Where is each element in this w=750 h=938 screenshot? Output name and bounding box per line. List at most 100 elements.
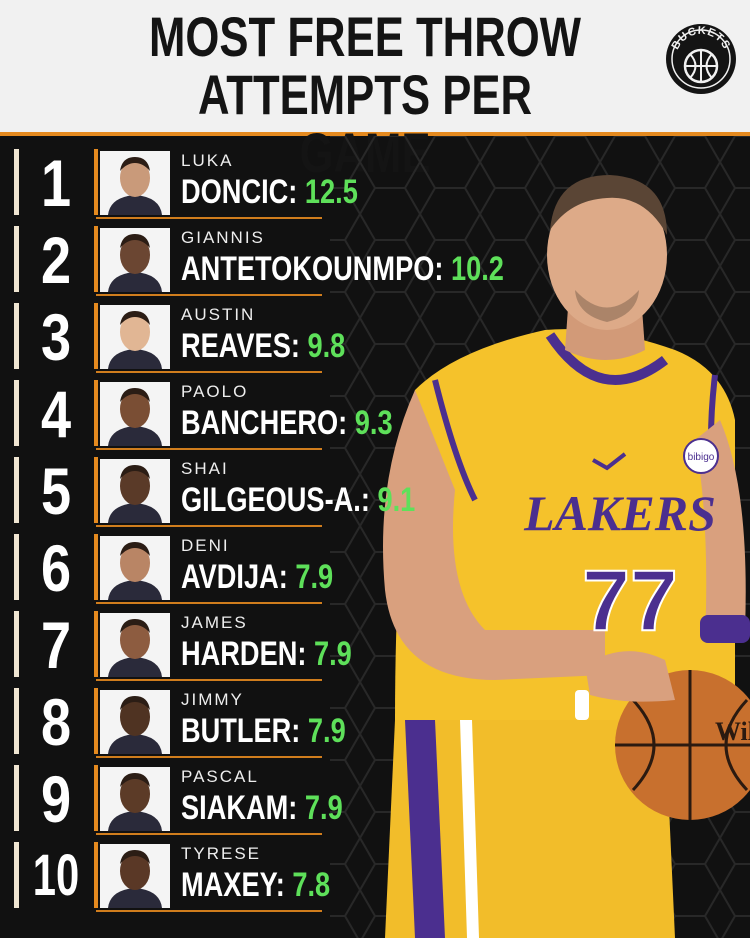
player-last-name-value: REAVES: 9.8	[181, 326, 345, 366]
leaderboard-row: 6 DENI AVDIJA: 7.9	[0, 530, 340, 606]
leaderboard-row: 10 TYRESE MAXEY: 7.8	[0, 838, 340, 914]
row-underline	[96, 217, 322, 219]
row-divider-bar	[94, 457, 98, 523]
rank-number: 3	[40, 300, 72, 374]
row-underline	[96, 679, 322, 681]
player-last-name-value: DONCIC: 12.5	[181, 172, 358, 212]
player-last-name-value: BUTLER: 7.9	[181, 711, 346, 751]
player-headshot	[100, 536, 170, 600]
player-first-name: GIANNIS	[181, 228, 265, 247]
player-headshot	[100, 844, 170, 908]
player-first-name: JIMMY	[181, 690, 244, 709]
row-underline	[96, 294, 322, 296]
player-first-name: PASCAL	[181, 767, 259, 786]
player-last-name-value: SIAKAM: 7.9	[181, 788, 343, 828]
player-last-name: BANCHERO:	[181, 404, 348, 442]
row-accent-bar	[14, 457, 19, 523]
player-last-name-value: ANTETOKOUNMPO: 10.2	[181, 249, 504, 289]
player-headshot	[100, 690, 170, 754]
player-headshot	[100, 767, 170, 831]
jersey-number-text: 77	[582, 553, 678, 649]
leaderboard-row: 9 PASCAL SIAKAM: 7.9	[0, 761, 343, 837]
ball-brand-text: Wil	[715, 717, 750, 746]
fta-value: 7.9	[313, 635, 352, 673]
player-headshot	[100, 305, 170, 369]
player-last-name: SIAKAM:	[181, 789, 298, 827]
rank-number: 10	[32, 843, 80, 908]
player-first-name: PAOLO	[181, 382, 249, 401]
row-accent-bar	[14, 611, 19, 677]
player-headshot	[100, 382, 170, 446]
player-last-name-value: HARDEN: 7.9	[181, 634, 352, 674]
player-last-name: AVDIJA:	[181, 558, 288, 596]
player-last-name: ANTETOKOUNMPO:	[181, 250, 444, 288]
rank-number: 8	[40, 685, 72, 759]
leaderboard-row: 7 JAMES HARDEN: 7.9	[0, 607, 352, 683]
fta-value: 7.9	[304, 789, 343, 827]
player-last-name-value: AVDIJA: 7.9	[181, 557, 333, 597]
fta-value: 12.5	[304, 173, 358, 211]
row-accent-bar	[14, 303, 19, 369]
row-divider-bar	[94, 534, 98, 600]
fta-value: 7.9	[307, 712, 346, 750]
leaderboard-row: 1 LUKA DONCIC: 12.5	[0, 145, 358, 221]
rank-number: 2	[40, 223, 72, 297]
buckets-logo: BUCKETS	[666, 24, 736, 94]
player-first-name: DENI	[181, 536, 230, 555]
row-underline	[96, 833, 322, 835]
rank-number: 4	[40, 377, 72, 451]
row-accent-bar	[14, 149, 19, 215]
player-headshot	[100, 613, 170, 677]
page-title: MOST FREE THROW ATTEMPTS PER GAME	[127, 8, 603, 182]
row-divider-bar	[94, 765, 98, 831]
row-underline	[96, 910, 322, 912]
fta-value: 7.8	[292, 866, 331, 904]
row-divider-bar	[94, 149, 98, 215]
leaderboard-row: 2 GIANNIS ANTETOKOUNMPO: 10.2	[0, 222, 504, 298]
row-accent-bar	[14, 842, 19, 908]
player-first-name: SHAI	[181, 459, 229, 478]
row-accent-bar	[14, 765, 19, 831]
player-last-name: BUTLER:	[181, 712, 301, 750]
player-headshot	[100, 459, 170, 523]
row-divider-bar	[94, 380, 98, 446]
player-last-name: DONCIC:	[181, 173, 298, 211]
row-accent-bar	[14, 380, 19, 446]
fta-value: 9.3	[354, 404, 393, 442]
row-underline	[96, 448, 322, 450]
row-accent-bar	[14, 226, 19, 292]
rank-number: 7	[40, 608, 72, 682]
rank-number: 6	[40, 531, 72, 605]
fta-value: 7.9	[295, 558, 334, 596]
row-divider-bar	[94, 611, 98, 677]
fta-value: 9.8	[307, 327, 346, 365]
player-first-name: LUKA	[181, 151, 234, 170]
row-accent-bar	[14, 688, 19, 754]
player-first-name: TYRESE	[181, 844, 262, 863]
jersey-team-text: LAKERS	[523, 485, 716, 541]
leaderboard-row: 4 PAOLO BANCHERO: 9.3	[0, 376, 393, 452]
row-divider-bar	[94, 226, 98, 292]
fta-value: 10.2	[450, 250, 504, 288]
rank-number: 1	[40, 146, 72, 220]
player-last-name: REAVES:	[181, 327, 300, 365]
player-last-name-value: BANCHERO: 9.3	[181, 403, 393, 443]
title-line-1: MOST FREE THROW	[149, 5, 581, 68]
player-first-name: AUSTIN	[181, 305, 256, 324]
player-last-name: HARDEN:	[181, 635, 307, 673]
player-first-name: JAMES	[181, 613, 248, 632]
player-last-name: MAXEY:	[181, 866, 285, 904]
row-divider-bar	[94, 303, 98, 369]
row-divider-bar	[94, 688, 98, 754]
player-headshot	[100, 151, 170, 215]
row-underline	[96, 602, 322, 604]
player-headshot	[100, 228, 170, 292]
player-last-name: GILGEOUS-A.:	[181, 481, 370, 519]
row-divider-bar	[94, 842, 98, 908]
player-hero-image: LAKERS 77 bibigo Wil	[383, 175, 750, 938]
leaderboard-row: 8 JIMMY BUTLER: 7.9	[0, 684, 346, 760]
rank-number: 5	[40, 454, 72, 528]
rank-number: 9	[40, 762, 72, 836]
leaderboard-row: 5 SHAI GILGEOUS-A.: 9.1	[0, 453, 415, 529]
row-underline	[96, 371, 322, 373]
